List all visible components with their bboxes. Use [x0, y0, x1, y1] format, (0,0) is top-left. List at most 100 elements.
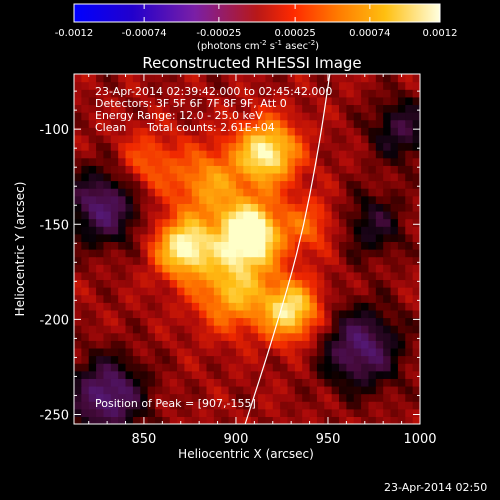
heatmap-cell [368, 112, 377, 121]
heatmap-cell [375, 157, 384, 166]
heatmap-cell [316, 317, 325, 326]
heatmap-cell [309, 203, 318, 212]
heatmap-cell [309, 302, 318, 311]
heatmap-cell [294, 378, 303, 387]
heatmap-cell [206, 142, 215, 151]
heatmap-cell [118, 309, 127, 319]
heatmap-cell [154, 363, 163, 372]
heatmap-cell [405, 150, 414, 159]
heatmap-cell [132, 256, 141, 265]
heatmap-cell [339, 203, 347, 212]
heatmap-cell [199, 363, 208, 372]
heatmap-cell [368, 127, 377, 136]
heatmap-cell [331, 401, 340, 410]
heatmap-cell [397, 385, 406, 395]
heatmap-cell [235, 142, 244, 151]
heatmap-cell [243, 119, 252, 128]
heatmap-cell [368, 385, 377, 395]
heatmap-cell [390, 142, 399, 151]
heatmap-cell [184, 195, 193, 204]
heatmap-cell [110, 287, 119, 296]
heatmap-cell [258, 96, 266, 106]
heatmap-cell [74, 256, 82, 265]
heatmap-cell [324, 142, 333, 151]
heatmap-cell [235, 74, 244, 83]
heatmap-cell [132, 393, 141, 402]
heatmap-cell [103, 249, 112, 258]
heatmap-cell [74, 203, 82, 212]
heatmap-cell [346, 249, 355, 258]
heatmap-cell [294, 309, 303, 319]
heatmap-cell [110, 172, 119, 182]
heatmap-cell [147, 157, 156, 166]
heatmap-cell [184, 401, 193, 410]
heatmap-cell [88, 210, 97, 220]
heatmap-cell [81, 378, 90, 387]
heatmap-cell [412, 279, 420, 288]
heatmap-cell [287, 393, 296, 402]
heatmap-cell [361, 317, 370, 326]
heatmap-cell [390, 317, 399, 326]
heatmap-cell [265, 332, 274, 341]
heatmap-cell [213, 416, 222, 424]
heatmap-cell [287, 119, 296, 128]
heatmap-cell [353, 241, 362, 250]
heatmap-cell [397, 370, 406, 379]
heatmap-cell [154, 256, 163, 265]
heatmap-cell [272, 340, 281, 349]
heatmap-cell [110, 408, 119, 417]
heatmap-cell [309, 287, 318, 296]
heatmap-cell [125, 378, 134, 387]
heatmap-cell [287, 142, 296, 151]
heatmap-cell [228, 401, 237, 410]
heatmap-cell [132, 347, 141, 357]
heatmap-cell [213, 127, 222, 136]
heatmap-cell [250, 150, 259, 159]
heatmap-cell [361, 241, 370, 250]
heatmap-cell [191, 363, 200, 372]
heatmap-cell [405, 134, 414, 144]
heatmap-cell [184, 142, 193, 151]
heatmap-cell [154, 150, 163, 159]
heatmap-cell [412, 165, 420, 174]
heatmap-cell [405, 355, 414, 364]
heatmap-cell [361, 302, 370, 311]
heatmap-cell [397, 150, 406, 159]
heatmap-cell [309, 294, 318, 303]
heatmap-cell [346, 157, 355, 166]
heatmap-cell [324, 172, 333, 182]
heatmap-cell [331, 218, 340, 227]
heatmap-cell [339, 210, 347, 220]
heatmap-cell [302, 401, 311, 410]
heatmap-cell [81, 279, 90, 288]
heatmap-cell [294, 325, 303, 334]
heatmap-cell [103, 264, 112, 273]
heatmap-cell [250, 279, 259, 288]
heatmap-cell [383, 81, 392, 90]
heatmap-cell [213, 203, 222, 212]
heatmap-cell [375, 134, 384, 144]
heatmap-cell [228, 378, 237, 387]
heatmap-cell [132, 241, 141, 250]
heatmap-cell [361, 96, 370, 106]
heatmap-cell [206, 81, 215, 90]
heatmap-cell [258, 378, 266, 387]
heatmap-cell [162, 264, 171, 273]
heatmap-cell [353, 165, 362, 174]
heatmap-cell [206, 218, 215, 227]
heatmap-cell [375, 363, 384, 372]
heatmap-cell [375, 218, 384, 227]
heatmap-cell [103, 287, 112, 296]
heatmap-cell [309, 89, 318, 98]
heatmap-cell [250, 218, 259, 227]
heatmap-cell [397, 256, 406, 265]
heatmap-cell [169, 340, 178, 349]
heatmap-cell [125, 210, 134, 220]
heatmap-cell [353, 188, 362, 197]
heatmap-cell [228, 180, 237, 189]
heatmap-cell [302, 233, 311, 242]
heatmap-cell [294, 401, 303, 410]
heatmap-cell [81, 89, 90, 98]
energy-range-label: Energy Range: 12.0 - 25.0 keV [95, 109, 263, 122]
heatmap-cell [235, 150, 244, 159]
